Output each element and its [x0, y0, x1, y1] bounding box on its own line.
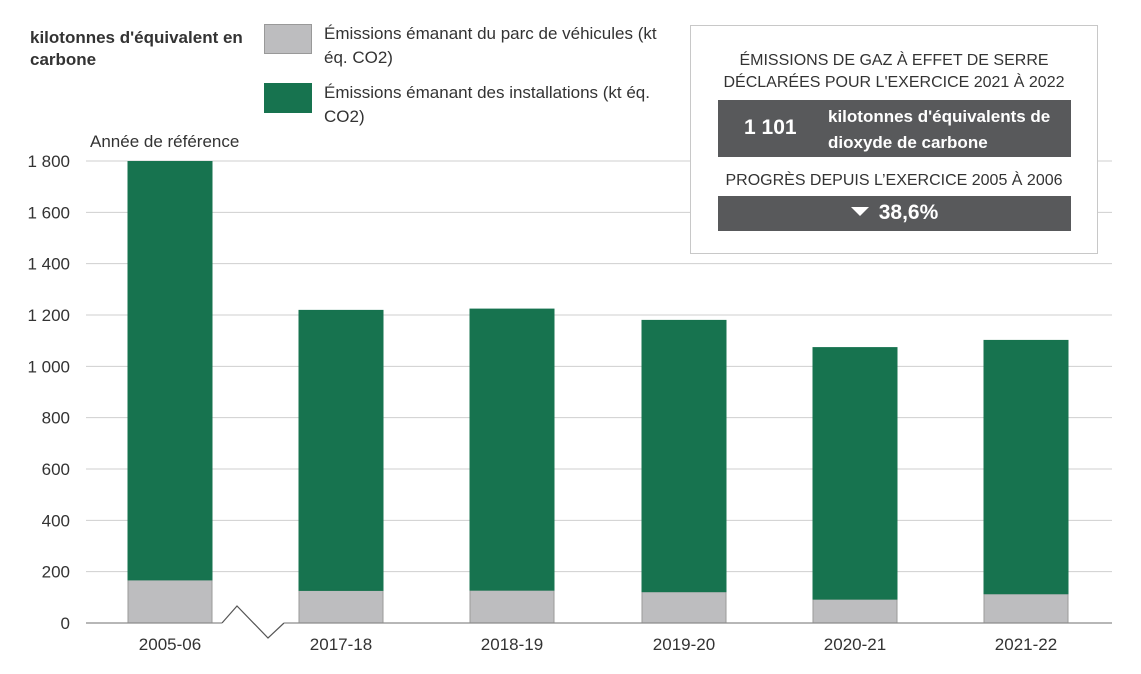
y-tick-label: 400	[42, 511, 70, 530]
x-tick-label: 2018-19	[481, 635, 543, 654]
x-tick-label: 2021-22	[995, 635, 1057, 654]
legend-item-buildings: Émissions émanant des installations (kt …	[264, 81, 684, 129]
bar-2021-22-fleet	[983, 593, 1069, 624]
axis-break-zigzag	[221, 605, 285, 639]
y-tick-label: 0	[61, 614, 70, 633]
x-tick-label: 2019-20	[653, 635, 715, 654]
x-tick-labels: 2005-06 2017-18 2018-19 2019-20 2020-21 2021-…	[139, 635, 1057, 654]
y-tick-label: 1 000	[27, 357, 70, 376]
gridlines	[86, 160, 1112, 573]
summary-box: ÉMISSIONS DE GAZ À EFFET DE SERRE DÉCLAR…	[690, 25, 1098, 254]
y-tick-label: 800	[42, 409, 70, 428]
total-emissions-unit: kilotonnes d'équivalents de dioxyde de c…	[828, 107, 1051, 152]
axis-break	[86, 605, 1112, 639]
legend-label-buildings: Émissions émanant des installations (kt …	[324, 83, 650, 126]
y-tick-label: 600	[42, 460, 70, 479]
y-tick-label: 1 400	[27, 255, 70, 274]
bar-2020-21-fleet	[812, 598, 898, 624]
y-tick-labels: 0 200 400 600 800 1 000 1 200 1 400 1 600 1 800	[27, 152, 70, 633]
bar-2019-20-fleet	[641, 591, 727, 624]
y-tick-label: 1 800	[27, 152, 70, 171]
bar-2018-19-fleet	[469, 589, 555, 624]
bar-2019-20-buildings	[641, 319, 727, 593]
x-tick-label: 2017-18	[310, 635, 372, 654]
bar-2005-06-fleet	[127, 579, 213, 624]
x-tick-label: 2005-06	[139, 635, 201, 654]
progress-value: 38,6%	[878, 201, 939, 224]
progress-heading: PROGRÈS DEPUIS L’EXERCICE 2005 À 2006	[725, 172, 1063, 189]
bars	[127, 161, 1069, 624]
summary-heading: ÉMISSIONS DE GAZ À EFFET DE SERRE DÉCLAR…	[723, 52, 1065, 91]
bar-2018-19-buildings	[469, 308, 555, 591]
bar-2020-21-buildings	[812, 347, 898, 600]
legend-item-fleet: Émissions émanant du parc de véhicules (…	[264, 22, 684, 70]
bar-2005-06-buildings	[127, 161, 213, 581]
bar-2017-18-buildings	[298, 309, 384, 591]
x-tick-label: 2020-21	[824, 635, 886, 654]
y-tick-label: 1 200	[27, 306, 70, 325]
legend-label-fleet: Émissions émanant du parc de véhicules (…	[324, 24, 657, 67]
y-tick-label: 200	[42, 563, 70, 582]
progress-bar: 38,6%	[718, 196, 1071, 231]
bar-2021-22-buildings	[983, 339, 1069, 595]
y-axis-label: kilotonnes d'équivalent en carbone	[30, 28, 243, 69]
bar-2017-18-fleet	[298, 589, 384, 624]
reference-year-label: Année de référence	[90, 132, 239, 151]
triangle-down-icon	[850, 206, 869, 216]
total-emissions-value: 1 101	[744, 116, 797, 139]
legend-swatch-fleet	[264, 24, 312, 54]
legend-swatch-buildings	[264, 83, 312, 113]
y-tick-label: 1 600	[27, 203, 70, 222]
total-emissions-bar: 1 101 kilotonnes d'équivalents de dioxyd…	[718, 100, 1071, 157]
